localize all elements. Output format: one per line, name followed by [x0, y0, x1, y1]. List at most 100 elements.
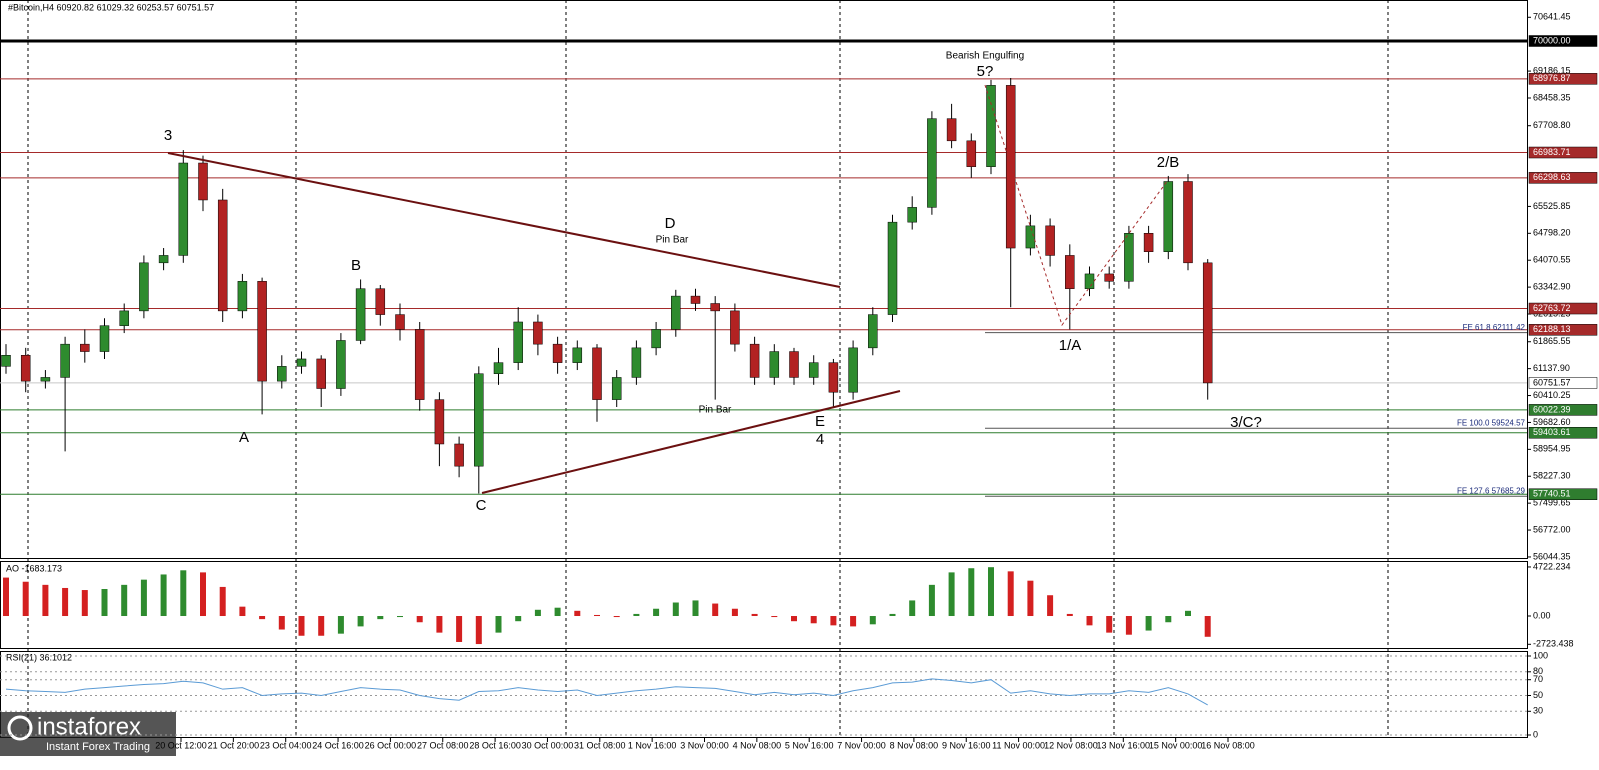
candle-body: [1202, 262, 1213, 384]
ao-bar: [42, 584, 49, 617]
ao-bar: [889, 613, 896, 617]
candle-body: [139, 262, 149, 312]
wave-label: E: [815, 413, 825, 430]
ao-bar: [574, 610, 581, 617]
wave-label: Pin Bar: [656, 235, 689, 246]
wave-label: Pin Bar: [699, 405, 732, 416]
wave-label: C: [476, 497, 487, 514]
ao-bar: [594, 614, 600, 617]
candle-body: [808, 362, 819, 378]
price-box-label: 57740.51: [1533, 489, 1571, 499]
ao-bar: [1165, 616, 1172, 623]
candle-body: [986, 85, 996, 167]
ao-bar: [239, 606, 246, 617]
ao-bar: [140, 579, 147, 617]
candle-body: [828, 362, 839, 393]
ao-bar: [1145, 616, 1152, 631]
y-tick-label: -2723.438: [1533, 639, 1574, 649]
candle-body: [355, 288, 366, 341]
y-tick-label: 69186.15: [1533, 65, 1571, 75]
price-box-label: 66983.71: [1533, 147, 1571, 157]
fe-label: FE 100.0 59524.57: [1457, 418, 1526, 427]
fe-label: FE 61.8 62111.42: [1463, 323, 1526, 332]
candle-body: [257, 281, 267, 382]
candle-body: [749, 343, 760, 378]
ao-bar: [928, 584, 935, 617]
price-box-label: 60022.39: [1533, 404, 1571, 414]
candle-body: [730, 310, 740, 345]
candle-body: [710, 303, 720, 312]
y-tick-label: 70641.45: [1533, 12, 1571, 22]
ao-bar: [988, 567, 994, 617]
frames: [0, 0, 1528, 738]
price-box: [1528, 324, 1598, 336]
ao-bar: [357, 616, 364, 627]
y-tick-label: 56772.00: [1533, 524, 1571, 534]
y-tick-label: 30: [1533, 706, 1543, 716]
y-tick-label: 100: [1533, 650, 1548, 660]
ao-bar: [278, 616, 285, 630]
wave-label: 1/A: [1059, 337, 1082, 354]
x-tick-label: 4 Nov 08:00: [733, 740, 782, 750]
price-box-label: 66298.63: [1533, 172, 1571, 182]
candle-body: [1084, 273, 1095, 289]
ao-bar: [633, 613, 640, 617]
candle-body: [60, 343, 70, 378]
y-tick-label: 61137.90: [1533, 363, 1570, 373]
candle-body: [690, 295, 701, 304]
price-box: [1528, 73, 1598, 85]
ao-bar: [475, 616, 482, 645]
x-tick-label: 28 Oct 16:00: [469, 740, 521, 750]
ao-bar: [495, 616, 502, 633]
ao-frame: [0, 561, 1528, 649]
ao-bar: [751, 613, 758, 617]
logo-tagline: Instant Forex Trading: [46, 741, 150, 753]
candle-body: [848, 347, 858, 393]
candle-body: [769, 351, 780, 378]
candle-body: [119, 310, 129, 326]
x-tick-label: 1 Nov 16:00: [628, 740, 677, 750]
ao-bar: [259, 616, 266, 620]
price-box-label: 70000.00: [1533, 35, 1571, 45]
ao-bar: [613, 616, 620, 618]
candle-body: [454, 443, 464, 467]
y-tick-label: 0: [1533, 729, 1538, 739]
ao-bar: [810, 616, 817, 624]
ao-bar: [909, 600, 916, 617]
ao-bar: [869, 616, 876, 625]
ao-bar: [1106, 616, 1113, 633]
x-tick-label: 30 Oct 00:00: [522, 740, 574, 750]
ao-bar: [219, 586, 226, 617]
y-tick-label: 67708.80: [1533, 120, 1571, 130]
candle-body: [513, 321, 523, 363]
ao-bar: [534, 609, 541, 617]
wave-label: Bearish Engulfing: [946, 51, 1024, 62]
x-tick-label: 16 Nov 08:00: [1201, 740, 1255, 750]
candle-body: [1025, 225, 1036, 249]
candle-body: [592, 347, 602, 400]
ao-bar: [81, 590, 88, 617]
wave-label: D: [665, 215, 676, 232]
candle-body: [572, 347, 583, 363]
candle-body: [927, 118, 937, 208]
candle-body: [474, 373, 484, 467]
ao-bar: [515, 616, 522, 622]
candle-body: [237, 281, 248, 312]
x-tick-label: 8 Nov 08:00: [890, 740, 939, 750]
fe-label: FE 127.6 57685.29: [1457, 486, 1526, 495]
x-tick-label: 24 Oct 16:00: [312, 740, 364, 750]
candle-body: [887, 221, 898, 315]
candle-body: [651, 329, 661, 349]
x-tick-label: 12 Nov 08:00: [1044, 740, 1098, 750]
y-tick-label: 64070.55: [1533, 255, 1571, 265]
candle-body: [198, 162, 208, 201]
candle-body: [158, 255, 169, 264]
ao-bar: [712, 603, 719, 617]
ao-bar: [318, 616, 325, 636]
trendline: [481, 390, 901, 494]
chart-title: #Bitcoin,H4 60920.82 61029.32 60253.57 6…: [8, 2, 214, 12]
ao-bar: [672, 602, 679, 617]
ao-bar: [337, 616, 344, 634]
